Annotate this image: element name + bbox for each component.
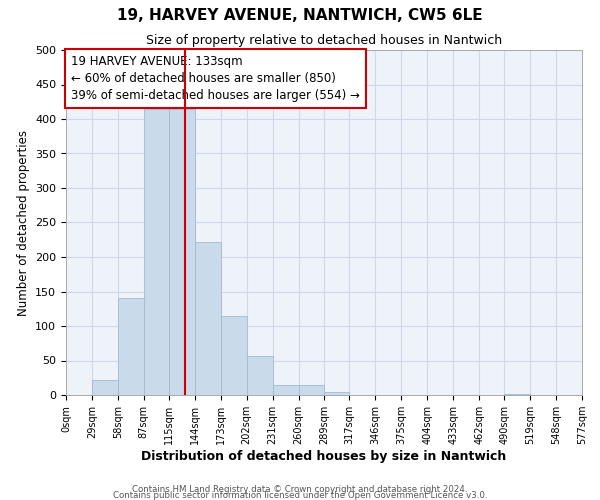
Bar — [299, 384, 325, 395]
Y-axis label: Number of detached properties: Number of detached properties — [17, 130, 29, 316]
Bar — [169, 108, 195, 395]
Bar — [92, 380, 118, 395]
Bar — [247, 356, 272, 395]
Bar — [144, 108, 169, 395]
Bar — [272, 386, 299, 395]
Title: Size of property relative to detached houses in Nantwich: Size of property relative to detached ho… — [146, 34, 502, 48]
Bar — [221, 316, 247, 395]
Bar — [118, 298, 144, 395]
Text: 19, HARVEY AVENUE, NANTWICH, CW5 6LE: 19, HARVEY AVENUE, NANTWICH, CW5 6LE — [117, 8, 483, 22]
Text: Contains public sector information licensed under the Open Government Licence v3: Contains public sector information licen… — [113, 490, 487, 500]
Text: 19 HARVEY AVENUE: 133sqm
← 60% of detached houses are smaller (850)
39% of semi-: 19 HARVEY AVENUE: 133sqm ← 60% of detach… — [71, 55, 360, 102]
X-axis label: Distribution of detached houses by size in Nantwich: Distribution of detached houses by size … — [142, 450, 506, 463]
Bar — [504, 394, 530, 395]
Bar — [195, 242, 221, 395]
Bar — [325, 392, 349, 395]
Text: Contains HM Land Registry data © Crown copyright and database right 2024.: Contains HM Land Registry data © Crown c… — [132, 484, 468, 494]
